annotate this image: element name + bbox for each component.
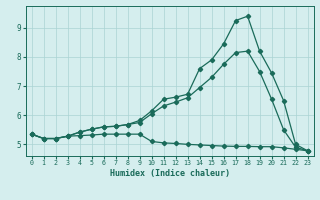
X-axis label: Humidex (Indice chaleur): Humidex (Indice chaleur) (109, 169, 230, 178)
